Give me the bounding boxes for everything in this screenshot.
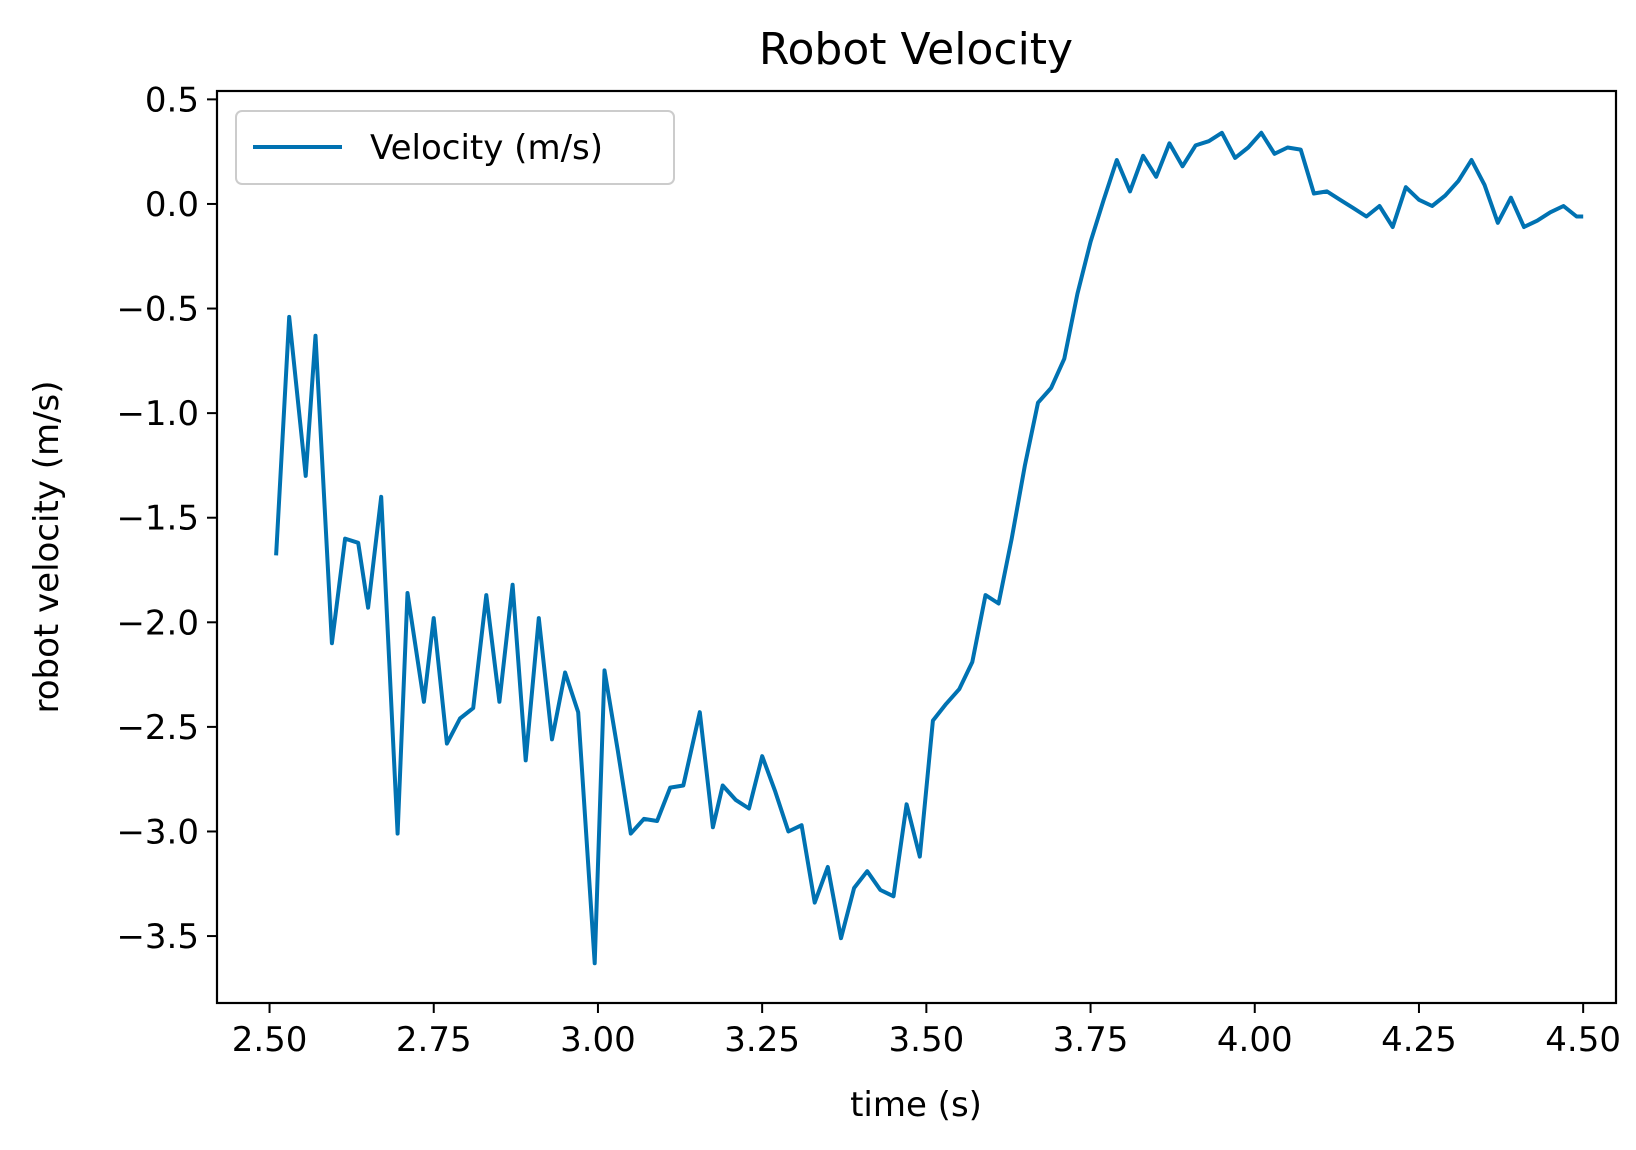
series-layer <box>274 130 1584 966</box>
chart-title: Robot Velocity <box>759 24 1073 75</box>
y-tick-label: −1.5 <box>116 499 199 539</box>
y-tick-label: −2.0 <box>116 603 199 643</box>
x-tick-label: 2.75 <box>396 1020 472 1060</box>
x-tick-label: 4.50 <box>1545 1020 1621 1060</box>
x-axis-label: time (s) <box>850 1085 982 1125</box>
y-axis: 0.5 0.0 −0.5 −1.0 −1.5 −2.0 −2.5 −3.0 −3.5 <box>116 80 217 957</box>
x-tick-label: 4.00 <box>1217 1020 1293 1060</box>
y-tick-label: −0.5 <box>116 290 199 330</box>
series-line-velocity <box>274 130 1584 966</box>
x-tick-label: 2.50 <box>232 1020 308 1060</box>
plot-frame <box>215 89 1618 1005</box>
x-axis: 2.50 2.75 3.00 3.25 3.50 3.75 4.00 4.25 4.50 <box>232 1003 1621 1060</box>
x-tick-label: 3.25 <box>724 1020 800 1060</box>
x-tick-label: 3.50 <box>889 1020 965 1060</box>
legend: Velocity (m/s) <box>235 110 675 185</box>
x-tick-label: 3.00 <box>560 1020 636 1060</box>
x-tick-label: 3.75 <box>1053 1020 1129 1060</box>
y-axis-label: robot velocity (m/s) <box>27 380 67 713</box>
y-tick-label: −3.5 <box>116 917 199 957</box>
x-tick-label: 4.25 <box>1381 1020 1457 1060</box>
y-tick-label: −3.0 <box>116 812 199 852</box>
y-tick-label: −2.5 <box>116 708 199 748</box>
y-tick-label: −1.0 <box>116 394 199 434</box>
y-tick-label: 0.5 <box>145 80 199 120</box>
y-tick-label: 0.0 <box>145 185 199 225</box>
legend-label: Velocity (m/s) <box>370 128 603 168</box>
legend-box <box>235 110 675 185</box>
